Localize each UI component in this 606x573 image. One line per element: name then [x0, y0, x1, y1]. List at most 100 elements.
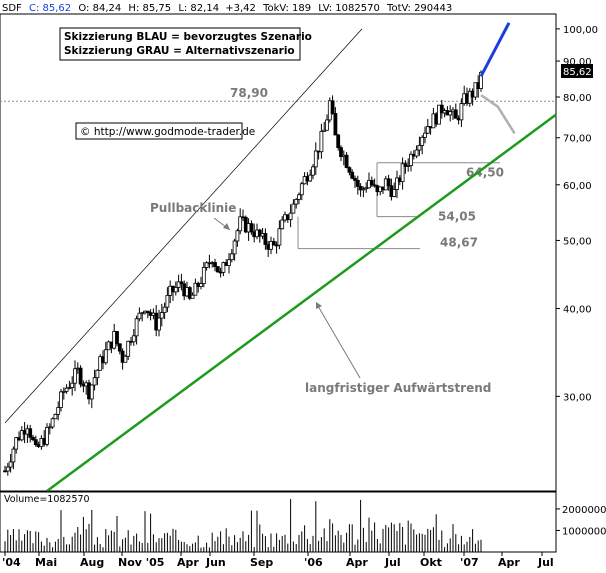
copyright-text: © http://www.godmode-trader.de: [80, 126, 255, 138]
candle-body: [358, 186, 363, 191]
trend-arrowhead: [316, 302, 322, 309]
y-tick-label: 60,00: [563, 181, 592, 192]
copyright-box: [75, 122, 243, 140]
y-axis: 100,00 90,00 80,00 70,00 60,00 50,00 40,00 30,0…: [556, 25, 598, 403]
x-tick-label: Okt: [420, 556, 442, 569]
y-tick-label: 80,00: [563, 93, 592, 104]
support-resistance-levels: 78,90 64,50 54,05 48,67: [0, 86, 556, 250]
last-price-tag: [561, 64, 593, 78]
candle-body: [386, 178, 391, 187]
pullbacklinie-arrowhead: [223, 223, 230, 230]
candle-body: [162, 306, 167, 314]
candle-body: [269, 240, 273, 250]
candle-body: [140, 312, 145, 315]
candle-body: [221, 262, 226, 273]
candle-body: [8, 461, 13, 468]
candle-body: [291, 203, 296, 214]
header-high: H: 85,75: [128, 3, 171, 14]
candle-body: [344, 154, 349, 168]
blue-scenario-line: [479, 22, 511, 77]
y-tick-label: 50,00: [563, 236, 592, 247]
candle-body: [137, 312, 142, 320]
level-label: 78,90: [230, 86, 268, 100]
candle-body: [313, 150, 318, 168]
candle-body: [123, 355, 128, 363]
last-price-value: 85,62: [563, 67, 592, 78]
candle-body: [70, 382, 75, 388]
trend-arrow: [317, 305, 361, 379]
candle-body: [392, 189, 397, 197]
candle-body: [28, 428, 33, 438]
header-quote-line: SDF C: 85,62 O: 84,24 H: 85,75 L: 82,14 …: [2, 3, 452, 14]
x-tick-label: Jun: [205, 556, 226, 569]
candle-body: [330, 100, 335, 114]
header-lv: LV: 1082570: [318, 3, 380, 14]
candle-body: [193, 282, 198, 296]
pullback-line: [4, 28, 363, 424]
candle-body: [271, 240, 276, 246]
y-tick-label: 90,00: [563, 57, 592, 68]
candle-body: [92, 377, 97, 386]
candle-body: [353, 177, 357, 181]
candle-body: [19, 430, 24, 441]
candle-body: [414, 149, 419, 157]
candle-body: [67, 387, 72, 389]
candle-body: [473, 82, 478, 98]
candle-body: [437, 104, 441, 125]
candle-body: [319, 131, 324, 153]
long-term-uptrend-line: [46, 113, 557, 493]
candle-body: [364, 187, 369, 190]
candle-body: [179, 281, 184, 285]
candle-body: [417, 145, 422, 151]
candle-body: [288, 212, 293, 221]
candle-body: [232, 240, 237, 255]
candle-body: [322, 129, 327, 132]
candle-body: [89, 384, 94, 400]
x-tick-label: Nov '05: [118, 556, 164, 569]
x-tick-label: Aug: [80, 556, 104, 569]
candle-body: [53, 413, 58, 420]
x-tick-label: Mai: [35, 556, 57, 569]
candle-body: [59, 391, 63, 408]
volume-series: [4, 498, 482, 552]
candle-body: [31, 436, 35, 441]
candle-body: [297, 194, 301, 200]
candle-body: [395, 177, 399, 190]
x-tick-label: '06: [304, 556, 323, 569]
candle-body: [369, 179, 374, 186]
candle-body: [235, 230, 240, 242]
header-tokv: TokV: 189: [262, 3, 311, 14]
candle-body: [238, 216, 243, 232]
candlestick-series: [3, 70, 483, 476]
candle-body: [308, 174, 313, 182]
candle-body: [420, 136, 425, 146]
x-tick-label: Jul: [384, 556, 401, 569]
candle-body: [448, 111, 453, 116]
candle-body: [173, 287, 178, 293]
level-label: 54,05: [438, 210, 476, 224]
candle-body: [400, 163, 405, 183]
candle-body: [347, 167, 352, 173]
candle-body: [145, 310, 150, 314]
level-label: 48,67: [440, 236, 478, 250]
candle-body: [61, 390, 66, 393]
candle-body: [199, 283, 203, 287]
legend-grey-text: Skizzierung GRAU = Alternativszenario: [64, 45, 295, 57]
candle-body: [325, 119, 329, 131]
candle-body: [115, 331, 119, 345]
candle-body: [126, 340, 131, 357]
header-symbol: SDF: [2, 3, 22, 14]
candle-body: [5, 466, 10, 472]
header-close: C: 85,62: [29, 3, 71, 14]
candle-body: [64, 387, 69, 392]
candle-body: [227, 259, 231, 266]
candle-body: [33, 439, 38, 446]
volume-tick-label: 1000000: [562, 526, 606, 537]
volume-label: Volume=1082570: [4, 494, 90, 505]
candle-body: [117, 343, 122, 352]
y-tick-label: 100,00: [563, 25, 598, 36]
candle-body: [229, 253, 234, 261]
candle-body: [406, 165, 411, 167]
candle-body: [213, 262, 217, 267]
